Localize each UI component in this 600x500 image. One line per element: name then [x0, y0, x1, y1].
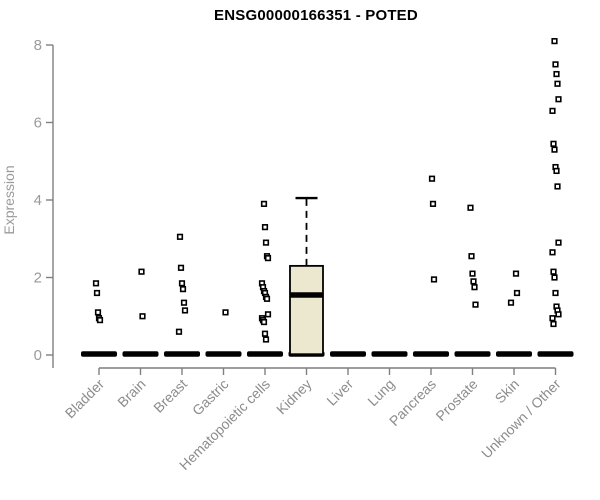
data-point	[552, 289, 559, 297]
data-point	[263, 295, 271, 302]
y-tick-label: 0	[34, 347, 42, 364]
data-point	[93, 289, 101, 297]
zero-bar	[81, 351, 117, 357]
data-point	[555, 96, 562, 103]
data-point	[553, 70, 560, 78]
data-point	[512, 270, 520, 277]
x-category-label: Unknown / Other	[478, 376, 564, 462]
y-tick-label: 6	[34, 115, 42, 132]
data-point	[550, 320, 557, 328]
zero-bar	[205, 351, 242, 357]
zero-bar	[164, 351, 200, 357]
data-point	[181, 307, 189, 314]
data-point	[550, 268, 557, 275]
data-point	[553, 167, 560, 175]
data-point	[178, 280, 186, 287]
x-category-label: Breast	[150, 376, 190, 416]
zero-bar	[330, 351, 366, 357]
y-tick-label: 4	[34, 192, 42, 209]
data-point	[260, 318, 268, 326]
zero-bar	[537, 351, 574, 357]
data-point	[260, 200, 268, 207]
data-point	[549, 315, 556, 322]
data-point	[470, 278, 477, 285]
data-point	[552, 61, 559, 68]
zero-bar	[413, 351, 449, 357]
data-point	[472, 301, 479, 308]
data-point	[177, 264, 185, 271]
data-point	[551, 274, 558, 281]
data-point	[264, 311, 272, 318]
y-tick-label: 8	[34, 37, 42, 54]
data-point	[262, 336, 270, 343]
data-point	[469, 270, 476, 277]
box	[289, 264, 324, 356]
data-point	[264, 255, 272, 262]
data-point	[468, 253, 475, 260]
x-category-label: Bladder	[62, 376, 108, 422]
data-point	[467, 204, 474, 211]
x-category-label: Skin	[492, 376, 523, 407]
data-point	[430, 276, 438, 283]
data-point	[138, 268, 145, 275]
data-point	[176, 233, 184, 240]
zero-bar	[454, 351, 491, 357]
chart-title: ENSG00000166351 - POTED	[214, 7, 418, 24]
data-point	[222, 309, 229, 316]
data-point	[139, 313, 146, 320]
data-point	[94, 309, 102, 316]
data-point	[180, 299, 188, 306]
data-point	[549, 107, 556, 114]
data-point	[262, 239, 270, 246]
data-point	[96, 317, 104, 324]
data-point	[507, 299, 515, 306]
x-category-label: Liver	[323, 376, 356, 409]
x-category-label: Lung	[364, 376, 397, 409]
x-category-label: Kidney	[273, 376, 315, 418]
data-point	[555, 311, 562, 318]
data-point	[554, 183, 561, 190]
data-point	[429, 200, 437, 207]
x-category-label: Brain	[114, 376, 148, 410]
data-point	[471, 284, 478, 291]
zero-bar	[496, 351, 532, 357]
zero-bar	[371, 351, 408, 357]
data-point	[551, 146, 558, 153]
y-tick-label: 2	[34, 270, 42, 287]
x-category-label: Prostate	[432, 376, 480, 424]
data-point	[513, 289, 521, 297]
zero-bar	[122, 351, 159, 357]
data-point	[555, 239, 562, 246]
data-point	[175, 328, 183, 335]
data-point	[554, 80, 561, 87]
data-point	[261, 330, 269, 337]
zero-bar	[247, 351, 283, 357]
data-point	[550, 140, 557, 147]
y-axis-title: Expression	[1, 165, 17, 234]
data-point	[92, 280, 100, 287]
data-point	[549, 249, 556, 256]
data-point	[179, 286, 187, 293]
data-point	[551, 38, 558, 45]
data-point	[261, 224, 269, 231]
data-point	[428, 175, 436, 182]
